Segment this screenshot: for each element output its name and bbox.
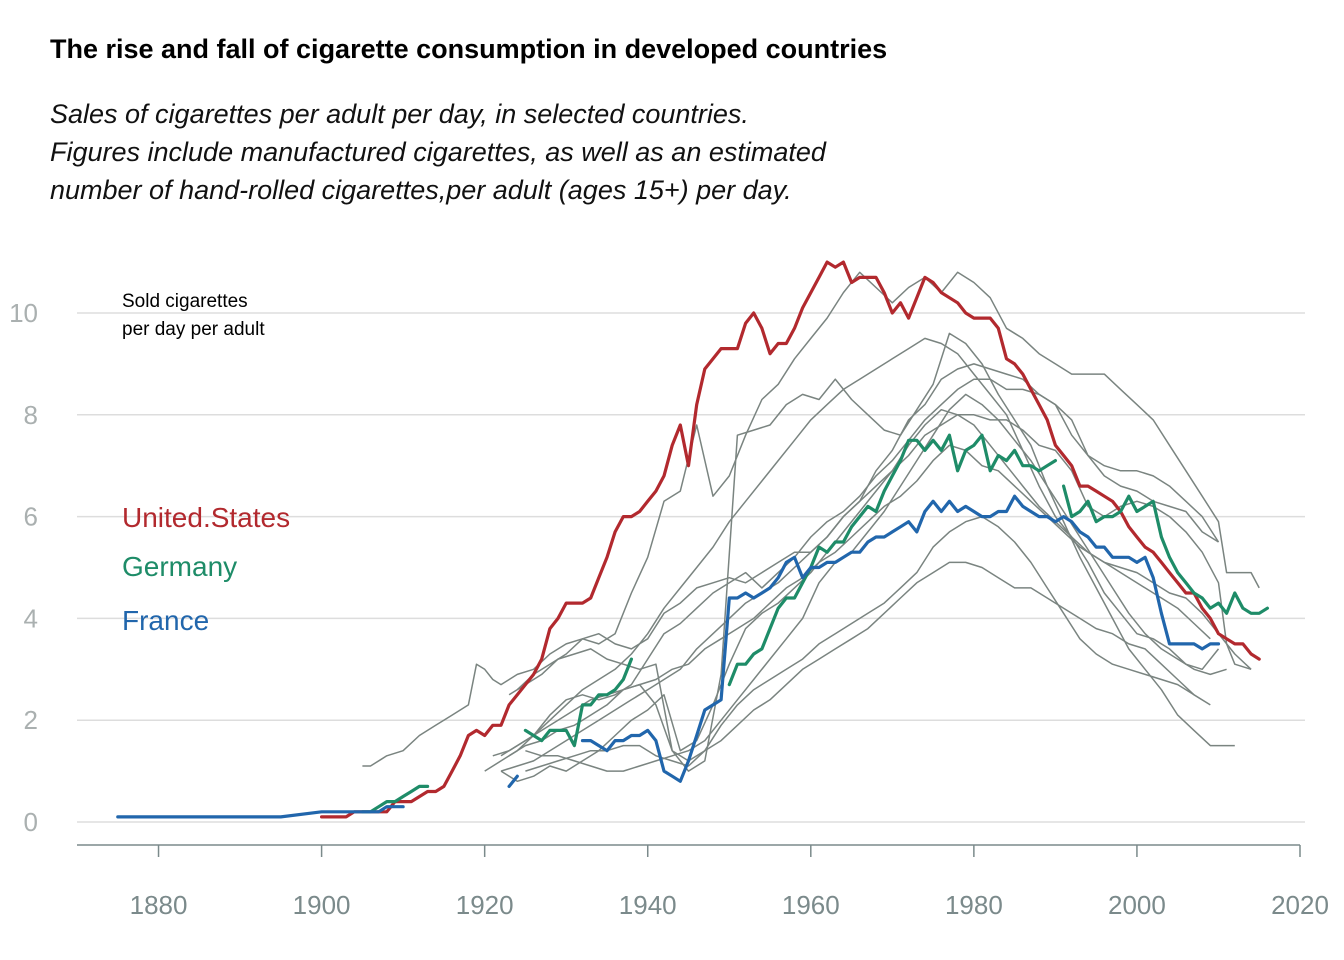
y-axis-label-line-1: Sold cigarettes [122, 291, 248, 312]
series-line-other-2 [500, 363, 1219, 772]
x-tick-label-2000: 2000 [1108, 890, 1166, 920]
series-line-other-7 [525, 393, 1227, 772]
chart-subtitle-line-2: Figures include manufactured cigarettes,… [50, 137, 826, 167]
x-tick-label-1940: 1940 [619, 890, 677, 920]
gridlines [77, 312, 1305, 823]
x-axis: 1880 1900 1920 1940 1960 1980 2000 2020 [77, 844, 1329, 920]
series-labels: United.States Germany France [122, 502, 290, 636]
series-line-other-5 [484, 337, 1220, 772]
series-line-other-3 [500, 378, 1220, 757]
series-label-united-states: United.States [122, 502, 290, 533]
series-label-germany: Germany [122, 551, 237, 582]
y-axis-label: Sold cigarettes per day per adult [122, 291, 265, 340]
series-line-germany [360, 433, 1269, 814]
y-tick-label-10: 10 [9, 298, 38, 328]
series-line-other-4 [516, 271, 1260, 691]
chart-subtitle-line-1: Sales of cigarettes per adult per day, i… [50, 99, 749, 129]
x-tick-label-2020: 2020 [1271, 890, 1329, 920]
x-tick-label-1880: 1880 [130, 890, 188, 920]
x-tick-label-1960: 1960 [782, 890, 840, 920]
y-axis-label-line-2: per day per adult [122, 319, 265, 340]
y-tick-label-8: 8 [24, 400, 38, 430]
y-tick-label-2: 2 [24, 705, 38, 735]
chart-title: The rise and fall of cigarette consumpti… [50, 34, 888, 64]
x-tick-label-1980: 1980 [945, 890, 1003, 920]
y-tick-label-4: 4 [24, 603, 38, 633]
y-axis: 0 2 4 6 8 10 [9, 298, 38, 837]
highlighted-series [116, 260, 1269, 819]
series-line-other-11 [508, 444, 1211, 757]
series-line-united-states [320, 260, 1261, 819]
series-line-other-6 [508, 332, 1235, 772]
chart-subtitle-line-3: number of hand-rolled cigarettes,per adu… [50, 175, 792, 205]
y-tick-label-6: 6 [24, 502, 38, 532]
series-label-france: France [122, 605, 209, 636]
series-line-other-1 [362, 414, 1252, 767]
y-tick-label-0: 0 [24, 807, 38, 837]
series-line-france [116, 494, 1221, 819]
series-line-other-9 [525, 561, 1211, 772]
x-tick-label-1920: 1920 [456, 890, 514, 920]
other-countries-series [362, 271, 1260, 783]
series-line-other-10 [500, 408, 1252, 783]
x-tick-label-1900: 1900 [293, 890, 351, 920]
